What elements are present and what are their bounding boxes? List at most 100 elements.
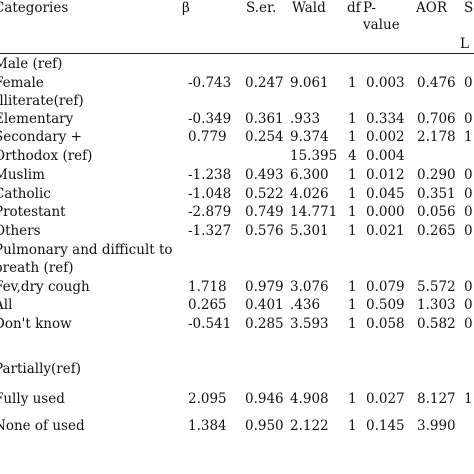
header-wald: Wald <box>292 0 326 16</box>
cell-beta: 1.718 <box>188 279 227 295</box>
cell-label: Male (ref) <box>0 56 63 72</box>
cell-label: Orthodox (ref) <box>0 148 93 164</box>
cell-ser: 0.950 <box>245 418 284 434</box>
cell-label: None of used <box>0 418 85 434</box>
cell-aor: 0.265 <box>417 223 456 239</box>
cell-beta: -1.048 <box>188 186 232 202</box>
cell-beta: 0.779 <box>188 129 227 145</box>
cell-wald: 3.076 <box>290 279 329 295</box>
cell-df: 1 <box>348 204 357 220</box>
cell-beta: -0.541 <box>188 316 232 332</box>
cell-wald: 9.061 <box>290 75 329 91</box>
cell-aor: 8.127 <box>417 391 456 407</box>
cell-aor: 2.178 <box>417 129 456 145</box>
cell-x: 0 <box>464 186 473 202</box>
cell-ser: 0.285 <box>245 316 284 332</box>
cell-x: 1 <box>464 391 473 407</box>
header-p-line2: value <box>363 17 400 33</box>
cell-label: breath (ref) <box>0 260 74 276</box>
cell-p: 0.004 <box>366 148 405 164</box>
cell-ser: 0.247 <box>245 75 284 91</box>
cell-wald: .436 <box>290 297 321 313</box>
cell-ser: 0.401 <box>245 297 284 313</box>
cell-df: 1 <box>348 316 357 332</box>
cell-label: Catholic <box>0 186 51 202</box>
cell-x: 0 <box>464 297 473 313</box>
cell-df: 1 <box>348 167 357 183</box>
cell-label: Don't know <box>0 316 72 332</box>
cell-label: Others <box>0 223 41 239</box>
cell-label: Illiterate(ref) <box>0 93 84 109</box>
cell-ser: 0.361 <box>245 111 284 127</box>
cell-aor: 0.582 <box>417 316 456 332</box>
cell-beta: -0.743 <box>188 75 232 91</box>
cell-label: Partially(ref) <box>0 361 82 377</box>
cell-p: 0.045 <box>366 186 405 202</box>
cell-p: 0.012 <box>366 167 405 183</box>
cell-beta: -1.238 <box>188 167 232 183</box>
header-p-line1: P- <box>363 0 376 16</box>
cell-p: 0.334 <box>366 111 405 127</box>
cell-aor: 5.572 <box>417 279 456 295</box>
cell-beta: -2.879 <box>188 204 232 220</box>
cell-x: 0 <box>464 223 473 239</box>
cell-label: Elementary <box>0 111 74 127</box>
cell-x: 0 <box>464 316 473 332</box>
cell-df: 1 <box>348 129 357 145</box>
cell-df: 1 <box>348 111 357 127</box>
cell-label: All <box>0 297 13 313</box>
cell-wald: 2.122 <box>290 418 329 434</box>
cell-df: 1 <box>348 75 357 91</box>
cell-wald: 4.026 <box>290 186 329 202</box>
cell-x: 0 <box>464 75 473 91</box>
cell-aor: 0.706 <box>417 111 456 127</box>
cell-label: Fully used <box>0 391 65 407</box>
cell-wald: 14.771 <box>290 204 338 220</box>
cell-wald: 3.593 <box>290 316 329 332</box>
header-rule <box>0 53 474 54</box>
cell-ser: 0.576 <box>245 223 284 239</box>
cell-p: 0.145 <box>366 418 405 434</box>
cell-df: 1 <box>348 297 357 313</box>
header-aor: AOR <box>416 0 447 16</box>
cell-x: 0 <box>464 279 473 295</box>
cell-label: Female <box>0 75 44 91</box>
cell-df: 1 <box>348 418 357 434</box>
cell-label: Muslim <box>0 167 45 183</box>
cell-p: 0.000 <box>366 204 405 220</box>
header-extra: S <box>464 0 474 16</box>
cell-wald: 5.301 <box>290 223 329 239</box>
header-ser: S.er. <box>246 0 277 16</box>
cell-p: 0.509 <box>366 297 405 313</box>
cell-wald: 9.374 <box>290 129 329 145</box>
cell-label: Pulmonary and difficult to <box>0 242 173 258</box>
cell-wald: 4.908 <box>290 391 329 407</box>
cell-aor: 1.303 <box>417 297 456 313</box>
cell-label: Fev,dry cough <box>0 279 90 295</box>
cell-ser: 0.522 <box>245 186 284 202</box>
cell-ser: 0.254 <box>245 129 284 145</box>
cell-df: 1 <box>348 279 357 295</box>
header-extra2: L <box>460 36 469 52</box>
cell-ser: 0.493 <box>245 167 284 183</box>
cell-ser: 0.749 <box>245 204 284 220</box>
cell-p: 0.079 <box>366 279 405 295</box>
header-categories: Categories <box>0 0 69 16</box>
cell-ser: 0.946 <box>245 391 284 407</box>
cell-wald: 6.300 <box>290 167 329 183</box>
cell-p: 0.027 <box>366 391 405 407</box>
cell-x: 0 <box>464 204 473 220</box>
cell-aor: 0.290 <box>417 167 456 183</box>
cell-x: 1 <box>464 129 473 145</box>
cell-df: 1 <box>348 223 357 239</box>
cell-beta: -1.327 <box>188 223 232 239</box>
header-beta: β <box>182 0 190 16</box>
cell-label: Secondary + <box>0 129 82 145</box>
cell-df: 4 <box>348 148 357 164</box>
cell-x: 0 <box>464 167 473 183</box>
cell-p: 0.002 <box>366 129 405 145</box>
cell-beta: 1.384 <box>188 418 227 434</box>
cell-x: 0 <box>464 111 473 127</box>
cell-wald: .933 <box>290 111 321 127</box>
